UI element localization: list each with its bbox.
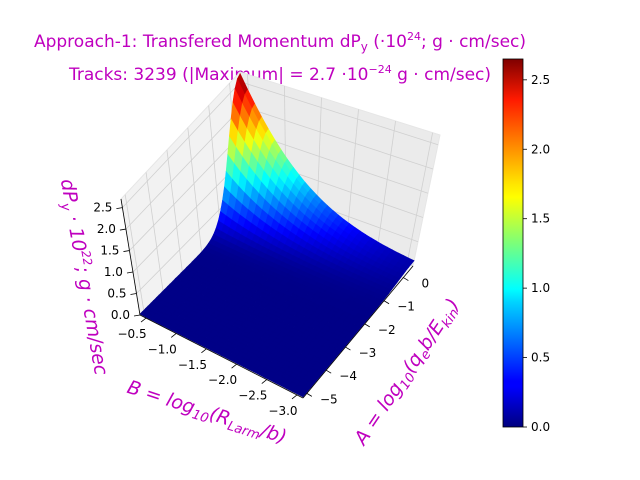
- x-tick: [383, 300, 390, 305]
- axis-ticks: 0 −1−2−3−4−5 −0.5−1.0−1.5−2.0−2.5−3.0 0.0 0.…: [93, 201, 429, 418]
- y-tick-label: −1.0: [148, 342, 177, 356]
- z-tick-label: 2.0: [97, 222, 116, 236]
- y-tick: [170, 333, 177, 338]
- x-tick-label: −4: [339, 369, 357, 383]
- x-tick: [325, 369, 332, 374]
- gridline-x-wall: [166, 149, 183, 273]
- colorbar-tick-label: 2.5: [531, 73, 550, 87]
- z-tick-label: 2.5: [93, 201, 112, 215]
- y-tick: [261, 379, 268, 384]
- gridline-y-wall: [346, 109, 359, 242]
- z-tick-label: 0.5: [107, 287, 126, 301]
- gridline-y-wall: [406, 132, 433, 264]
- gridline-x-wall: [145, 172, 164, 292]
- z-tick: [123, 250, 130, 252]
- y-tick-label: −2.5: [238, 389, 267, 403]
- z-axis-line: [120, 198, 141, 316]
- z-tick: [133, 314, 141, 317]
- gridline-z-right: [240, 81, 439, 146]
- colorbar-tick-label: 1.0: [531, 281, 550, 295]
- z-tick-label: 0.0: [111, 308, 130, 322]
- colorbar-ticks: 0.0 0.5 1.0 1.5 2.0 2.5: [523, 73, 550, 434]
- y-tick: [140, 317, 147, 323]
- gridline-z-right: [242, 106, 434, 170]
- z-tick: [130, 293, 137, 295]
- y-axis-title: B = log10(RLarm/b): [123, 376, 289, 451]
- z-tick-label: 1.5: [100, 244, 119, 258]
- gridline-x-wall: [187, 127, 203, 254]
- y-tick-label: −2.0: [208, 373, 237, 387]
- x-tick: [403, 277, 409, 281]
- x-tick: [306, 393, 313, 397]
- gridline-y-wall: [376, 120, 396, 253]
- gridline-z-left: [125, 106, 243, 230]
- gridline-x-wall: [124, 194, 145, 312]
- x-axis-line: [302, 265, 414, 399]
- x-tick-label: −3: [359, 346, 377, 360]
- z-tick: [116, 207, 123, 209]
- x-tick-label: −2: [378, 323, 396, 337]
- x-tick: [364, 323, 370, 328]
- y-tick: [291, 394, 298, 400]
- gridline-z-left: [122, 81, 242, 208]
- y-tick-label: −3.0: [268, 404, 297, 418]
- gridline-z-left: [129, 130, 245, 251]
- y-tick-label: −1.5: [178, 358, 207, 372]
- z-tick: [119, 228, 126, 231]
- x-tick: [345, 346, 351, 351]
- z-tick: [126, 271, 134, 274]
- colorbar-tick-label: 0.5: [531, 351, 550, 365]
- colorbar-tick-label: 0.0: [531, 420, 550, 434]
- colorbar: [502, 58, 524, 428]
- x-tick-label: −5: [320, 392, 338, 406]
- x-tick-label: −1: [397, 300, 415, 314]
- x-tick-label: 0: [422, 277, 430, 291]
- chart-title-line2: Tracks: 3239 (|Maximum| = 2.7 ·10−24 g ·…: [68, 63, 491, 85]
- y-axis-line: [139, 314, 304, 399]
- chart-title-line1: Approach-1: Transfered Momentum dPy (·10…: [34, 30, 526, 54]
- surface-cell: [297, 390, 307, 398]
- surface-plot: [139, 72, 415, 398]
- y-tick-label: −0.5: [117, 327, 146, 341]
- z-tick-label: 1.0: [104, 265, 123, 279]
- y-tick: [231, 363, 237, 369]
- axis-lines: [120, 198, 414, 399]
- y-tick: [201, 348, 207, 354]
- colorbar-tick-label: 2.0: [531, 142, 550, 156]
- colorbar-tick-label: 1.5: [531, 212, 550, 226]
- gridline-x-wall: [208, 105, 222, 234]
